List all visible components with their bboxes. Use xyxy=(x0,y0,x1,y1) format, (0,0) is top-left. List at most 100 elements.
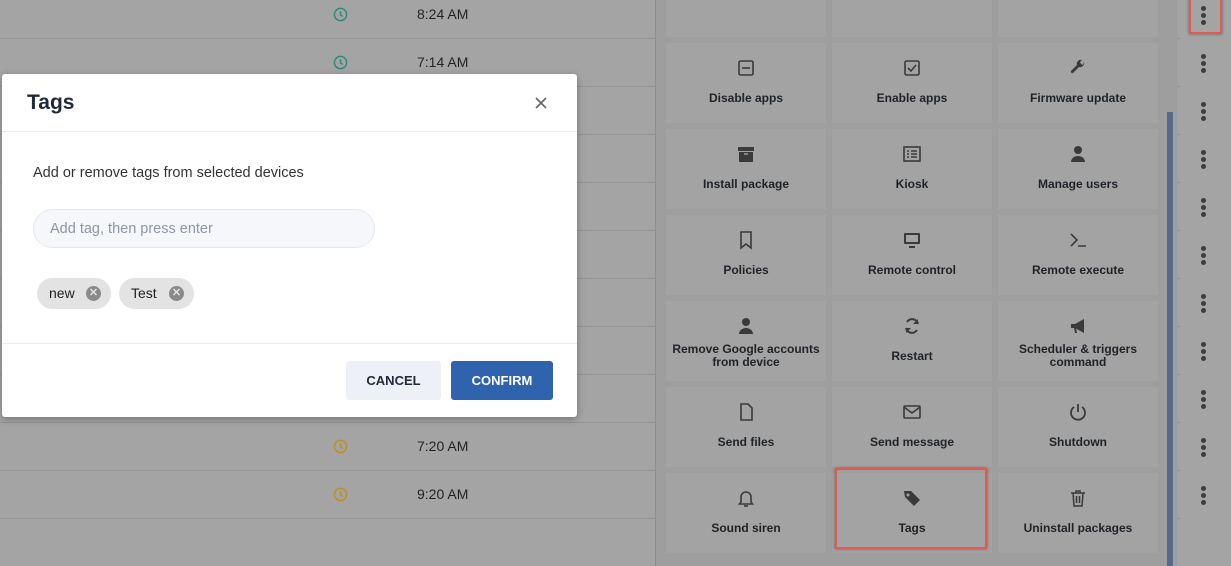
clock-icon xyxy=(333,439,348,454)
kebab-menu-icon[interactable] xyxy=(1190,2,1218,32)
highlight-tags-tile xyxy=(835,468,987,549)
clock-icon xyxy=(333,487,348,502)
file-icon xyxy=(740,403,753,421)
actions-panel: Change agent passwordClear apps dataDevi… xyxy=(655,0,1177,566)
action-label: Enable apps xyxy=(876,91,948,105)
action-tile-tags[interactable]: Tags xyxy=(832,473,992,553)
action-tile-remote-execute[interactable]: Remote execute xyxy=(998,215,1158,295)
action-tile-scheduler-triggers-command[interactable]: Scheduler & triggers command xyxy=(998,301,1158,381)
action-label: Install package xyxy=(702,177,790,191)
user-icon xyxy=(739,318,753,334)
kebab-menu-icon[interactable] xyxy=(1190,146,1218,176)
action-tile-clear-apps-data[interactable]: Clear apps data xyxy=(832,0,992,37)
kebab-menu-icon[interactable] xyxy=(1190,338,1218,368)
terminal-icon xyxy=(1070,233,1086,247)
table-row[interactable] xyxy=(0,183,1180,231)
desktop-icon xyxy=(904,233,920,248)
action-label: Policies xyxy=(723,263,769,277)
minus-square-icon xyxy=(738,60,754,76)
action-tile-kiosk[interactable]: Kiosk xyxy=(832,129,992,209)
time-cell: 8:24 AM xyxy=(417,6,469,22)
bell-icon xyxy=(737,491,755,507)
action-label: Remote execute xyxy=(1031,263,1125,277)
dialog-title: Tags xyxy=(27,91,75,114)
cancel-button[interactable]: CANCEL xyxy=(346,361,441,400)
list-alt-icon xyxy=(903,146,921,162)
sync-icon xyxy=(905,318,919,334)
action-tile-device-settings[interactable]: Device settings xyxy=(998,0,1158,37)
action-label: Restart xyxy=(891,349,933,363)
table-row[interactable]: 8:24 AM xyxy=(0,0,1180,39)
kebab-menu-icon[interactable] xyxy=(1190,386,1218,416)
clock-icon xyxy=(333,7,348,22)
action-label: Sound siren xyxy=(711,521,781,535)
tag-chip: Test ✕ xyxy=(119,278,194,309)
table-row[interactable] xyxy=(0,279,1180,327)
action-label: Uninstall packages xyxy=(1023,521,1133,535)
close-icon[interactable] xyxy=(532,94,550,112)
action-tile-uninstall-packages[interactable]: Uninstall packages xyxy=(998,473,1158,553)
power-icon xyxy=(1070,404,1086,421)
table-row[interactable]: 7:20 AM xyxy=(0,423,1180,471)
remove-tag-icon[interactable]: ✕ xyxy=(169,286,184,301)
action-label: Firmware update xyxy=(1029,91,1127,105)
table-row[interactable] xyxy=(0,135,1180,183)
tag-label: Test xyxy=(131,285,157,301)
action-label: Remove Google accounts from device xyxy=(672,342,820,369)
kebab-menu-icon[interactable] xyxy=(1190,194,1218,224)
action-tile-remove-google-accounts-from-device[interactable]: Remove Google accounts from device xyxy=(666,301,826,381)
kebab-menu-icon[interactable] xyxy=(1190,50,1218,80)
table-row[interactable] xyxy=(0,231,1180,279)
kebab-menu-icon[interactable] xyxy=(1190,434,1218,464)
remove-tag-icon[interactable]: ✕ xyxy=(86,286,101,301)
action-label: Shutdown xyxy=(1049,435,1107,449)
time-cell: 7:20 AM xyxy=(417,438,469,454)
kebab-menu-icon[interactable] xyxy=(1190,98,1218,128)
kebab-menu-icon[interactable] xyxy=(1190,482,1218,512)
kebab-menu-icon[interactable] xyxy=(1190,242,1218,272)
wrench-icon xyxy=(1070,59,1085,74)
dialog-description: Add or remove tags from selected devices xyxy=(33,165,304,181)
highlight-kebab xyxy=(1189,0,1222,34)
action-tile-disable-apps[interactable]: Disable apps xyxy=(666,43,826,123)
divider xyxy=(2,131,577,132)
action-label: Send message xyxy=(869,435,955,449)
confirm-button[interactable]: CONFIRM xyxy=(451,361,553,400)
table-row[interactable] xyxy=(0,87,1180,135)
action-label: Disable apps xyxy=(708,91,784,105)
table-row[interactable]: 7:14 AM xyxy=(0,39,1180,87)
tag-input[interactable] xyxy=(33,209,375,248)
action-label: Kiosk xyxy=(895,177,929,191)
panel-scrollbar[interactable] xyxy=(1167,112,1173,566)
action-tile-install-package[interactable]: Install package xyxy=(666,129,826,209)
divider xyxy=(2,343,577,344)
check-square-icon xyxy=(904,60,920,76)
action-tile-sound-siren[interactable]: Sound siren xyxy=(666,473,826,553)
action-tile-shutdown[interactable]: Shutdown xyxy=(998,387,1158,467)
clock-icon xyxy=(333,55,348,70)
action-tile-change-agent-password[interactable]: Change agent password xyxy=(666,0,826,37)
time-cell: 9:20 AM xyxy=(417,486,469,502)
action-label: Scheduler & triggers command xyxy=(1018,342,1138,369)
archive-icon xyxy=(738,147,754,162)
table-row[interactable]: 9:20 AM xyxy=(0,471,1180,519)
tag-chip: new ✕ xyxy=(37,278,111,309)
action-tile-enable-apps[interactable]: Enable apps xyxy=(832,43,992,123)
action-label: Send files xyxy=(717,435,775,449)
action-tile-send-files[interactable]: Send files xyxy=(666,387,826,467)
tag-label: new xyxy=(49,285,75,301)
action-label: Remote control xyxy=(867,263,956,277)
table-row[interactable] xyxy=(0,327,1180,375)
action-tile-remote-control[interactable]: Remote control xyxy=(832,215,992,295)
action-label: Manage users xyxy=(1037,177,1119,191)
time-cell: 7:14 AM xyxy=(417,54,469,70)
action-tile-policies[interactable]: Policies xyxy=(666,215,826,295)
action-tile-manage-users[interactable]: Manage users xyxy=(998,129,1158,209)
kebab-menu-icon[interactable] xyxy=(1190,290,1218,320)
action-tile-restart[interactable]: Restart xyxy=(832,301,992,381)
tag-icon xyxy=(904,491,920,506)
trash-icon xyxy=(1071,490,1085,507)
action-tile-send-message[interactable]: Send message xyxy=(832,387,992,467)
bullhorn-icon xyxy=(1071,319,1084,333)
action-tile-firmware-update[interactable]: Firmware update xyxy=(998,43,1158,123)
